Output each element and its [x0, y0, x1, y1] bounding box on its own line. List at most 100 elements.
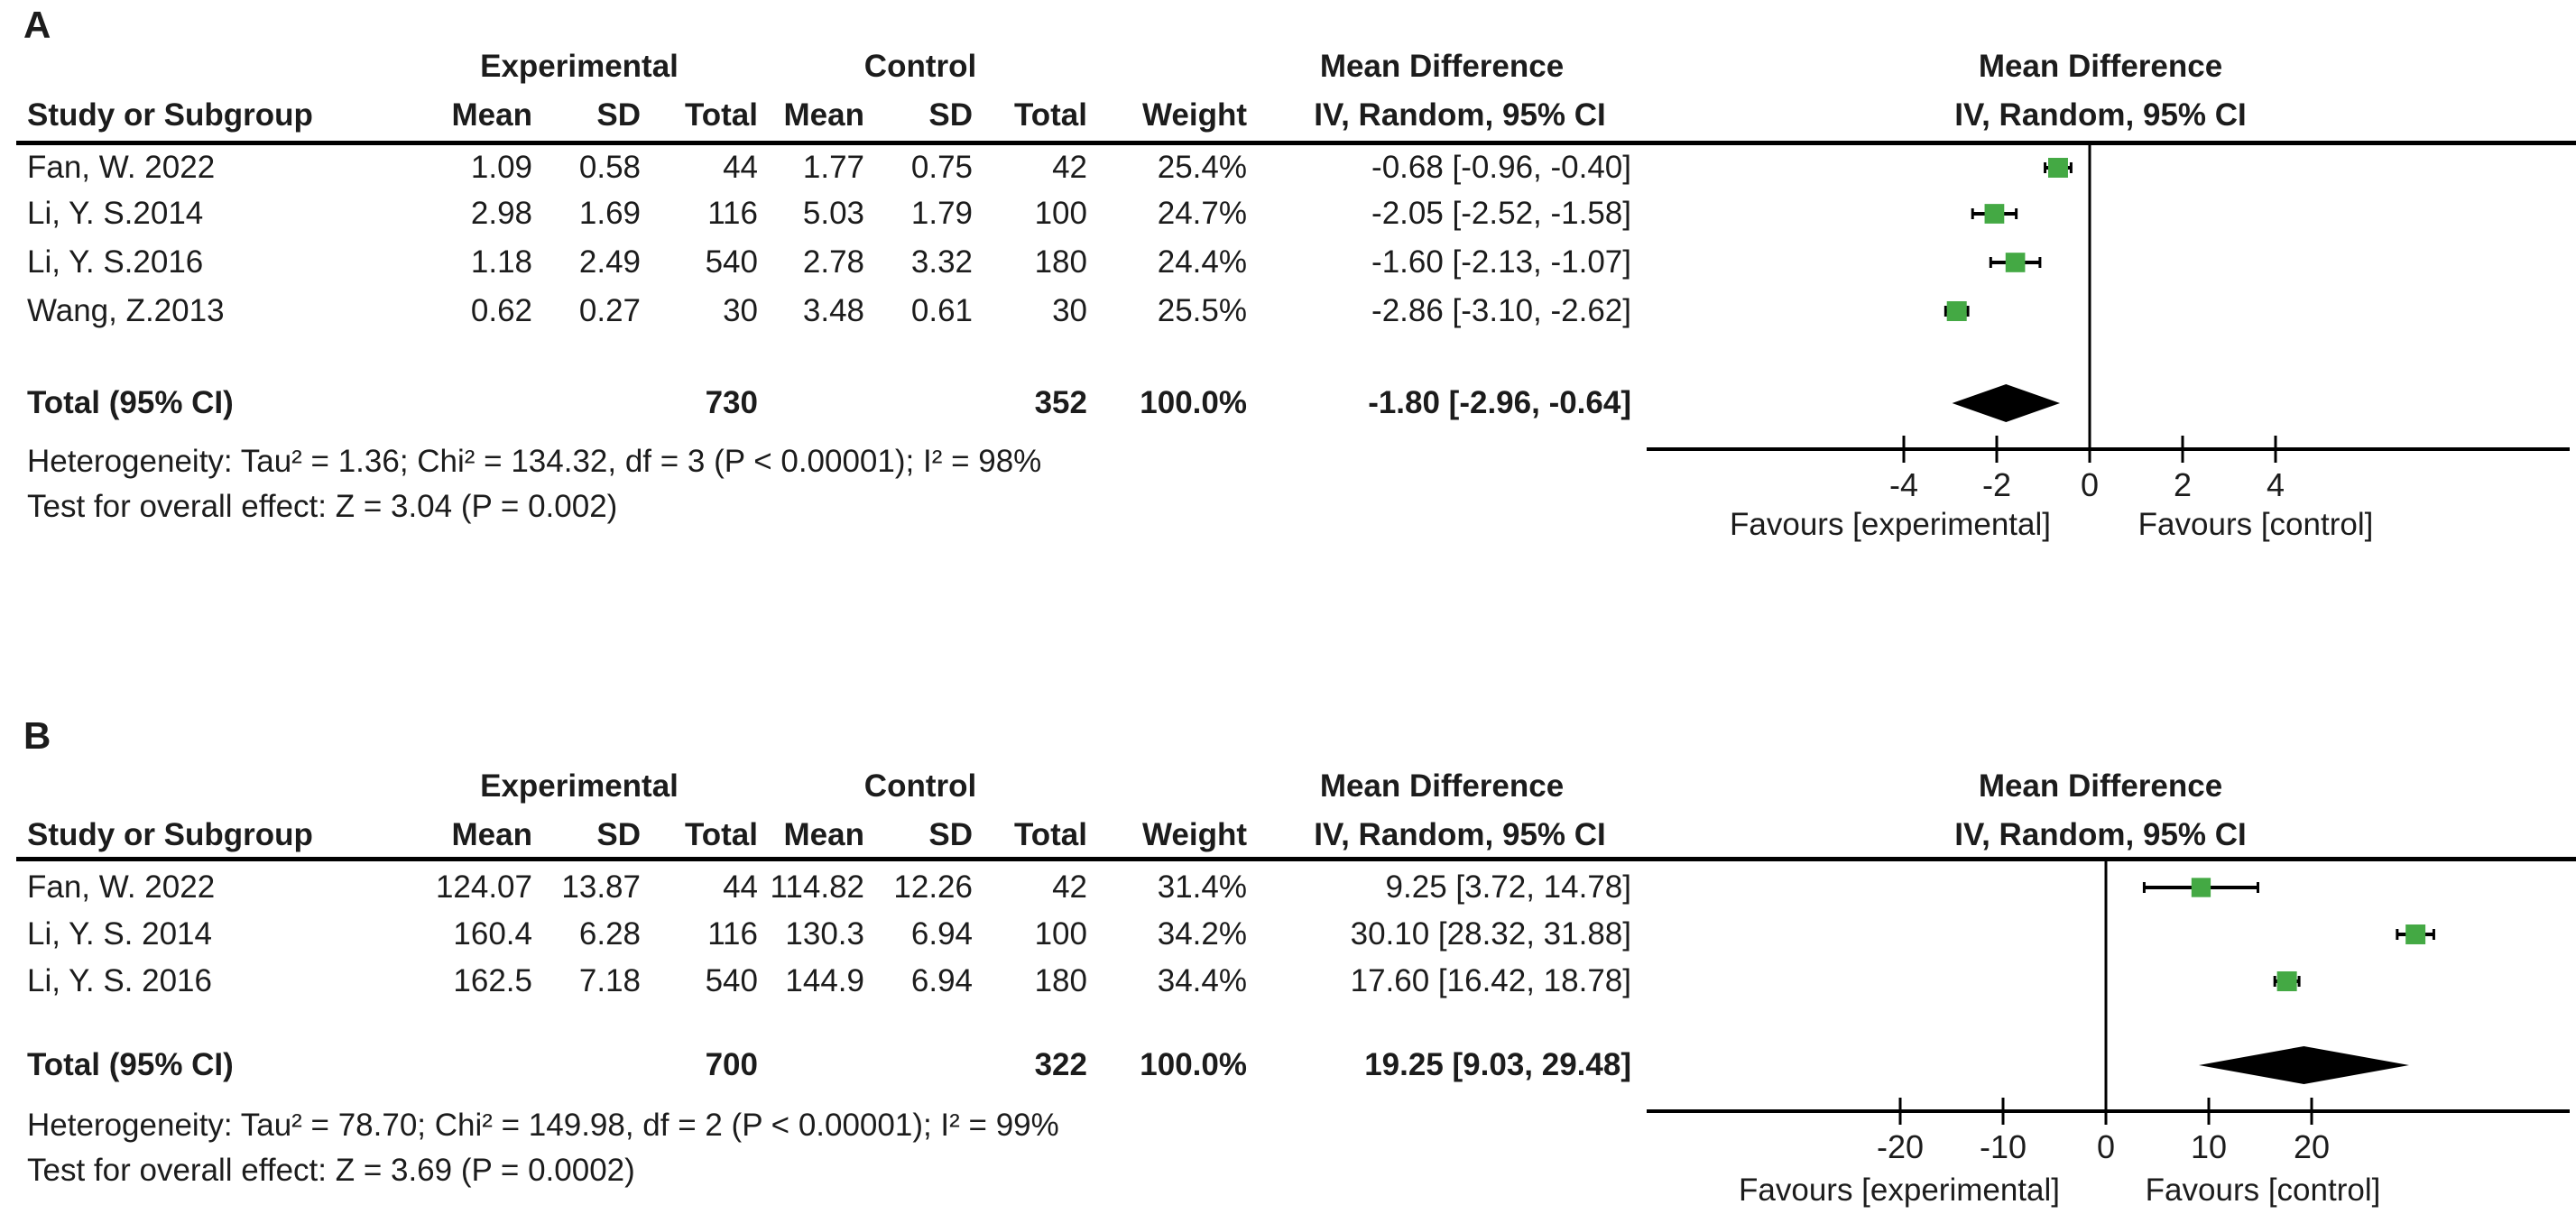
- ctl-total: 100: [1034, 196, 1087, 231]
- total-md-ci-text: 19.25 [9.03, 29.48]: [1364, 1047, 1631, 1082]
- column-header-mean-difference: Mean Difference: [1319, 768, 1565, 804]
- column-header-exp-mean: Mean: [451, 817, 532, 852]
- exp-sd: 13.87: [561, 869, 641, 905]
- ctl-total: 180: [1034, 244, 1087, 280]
- column-header-ctl-sd: SD: [928, 97, 973, 133]
- exp-mean: 2.98: [470, 196, 532, 231]
- panel-b-column-header-row: Study or Subgroup Mean SD Total Mean SD …: [0, 815, 2576, 855]
- axis-tick-label: 0: [2081, 466, 2099, 503]
- favours-control-label: Favours [control]: [2145, 1173, 2381, 1208]
- md-ci-text: 17.60 [16.42, 18.78]: [1350, 963, 1631, 998]
- axis-tick-label: -10: [1980, 1128, 2027, 1165]
- panel-b-label: B: [23, 714, 51, 757]
- axis-tick-label: 2: [2174, 466, 2192, 503]
- exp-total: 30: [723, 293, 758, 328]
- ctl-sd: 0.75: [910, 150, 973, 185]
- exp-sd: 0.58: [578, 150, 641, 185]
- group-header-experimental: Experimental: [480, 768, 679, 804]
- overall-effect-text: Test for overall effect: Z = 3.69 (P = 0…: [27, 1153, 635, 1188]
- total-label: Total (95% CI): [27, 1047, 234, 1082]
- exp-mean: 162.5: [453, 963, 532, 998]
- column-header-ctl-sd: SD: [928, 817, 973, 852]
- ctl-mean: 5.03: [802, 196, 864, 231]
- ctl-sd: 3.32: [910, 244, 973, 280]
- md-ci-text: -2.86 [-3.10, -2.62]: [1371, 293, 1631, 328]
- ctl-mean: 1.77: [802, 150, 864, 185]
- weight: 34.2%: [1157, 916, 1247, 952]
- column-header-study: Study or Subgroup: [27, 817, 313, 852]
- exp-sd: 1.69: [578, 196, 641, 231]
- column-header-exp-sd: SD: [596, 817, 641, 852]
- total-row: Total (95% CI) 730 352 100.0% -1.80 [-2.…: [0, 383, 2576, 423]
- weight: 24.7%: [1157, 196, 1247, 231]
- favours-experimental-label: Favours [experimental]: [1730, 507, 2051, 542]
- plot-header-mean-difference: Mean Difference: [1978, 768, 2223, 804]
- exp-mean: 0.62: [470, 293, 532, 328]
- header-divider: [16, 857, 2576, 861]
- column-header-exp-sd: SD: [596, 97, 641, 133]
- plot-header-iv-ci: IV, Random, 95% CI: [1954, 97, 2247, 133]
- md-ci-text: -2.05 [-2.52, -1.58]: [1371, 196, 1631, 231]
- favours-experimental-label: Favours [experimental]: [1739, 1173, 2060, 1208]
- table-row: Wang, Z.2013 0.62 0.27 30 3.48 0.61 30 2…: [0, 291, 2576, 331]
- weight: 34.4%: [1157, 963, 1247, 998]
- exp-sd: 6.28: [578, 916, 641, 952]
- total-ctl-total: 352: [1034, 385, 1087, 420]
- ctl-mean: 114.82: [770, 869, 864, 905]
- table-row: Li, Y. S. 2016 162.5 7.18 540 144.9 6.94…: [0, 961, 2576, 1001]
- axis-tick-label: 0: [2097, 1128, 2115, 1165]
- study-name: Li, Y. S. 2014: [27, 916, 212, 952]
- column-header-exp-total: Total: [684, 817, 758, 852]
- weight: 31.4%: [1157, 869, 1247, 905]
- exp-total: 116: [707, 196, 758, 231]
- column-header-exp-total: Total: [684, 97, 758, 133]
- total-exp-total: 730: [705, 385, 758, 420]
- axis-tick-label: -2: [1982, 466, 2011, 503]
- column-header-weight: Weight: [1141, 817, 1247, 852]
- ctl-total: 180: [1034, 963, 1087, 998]
- exp-sd: 7.18: [578, 963, 641, 998]
- axis-tick-label: -4: [1889, 466, 1918, 503]
- weight: 24.4%: [1157, 244, 1247, 280]
- study-name: Fan, W. 2022: [27, 150, 216, 185]
- column-header-ctl-total: Total: [1013, 817, 1087, 852]
- study-name: Li, Y. S. 2016: [27, 963, 212, 998]
- exp-total: 44: [723, 150, 758, 185]
- md-ci-text: -1.60 [-2.13, -1.07]: [1371, 244, 1631, 280]
- ctl-mean: 3.48: [802, 293, 864, 328]
- header-divider: [16, 141, 2576, 145]
- md-ci-text: 30.10 [28.32, 31.88]: [1350, 916, 1631, 952]
- exp-total: 116: [707, 916, 758, 952]
- column-header-mean-difference: Mean Difference: [1319, 49, 1565, 84]
- table-row: Fan, W. 2022 124.07 13.87 44 114.82 12.2…: [0, 868, 2576, 907]
- table-row: Li, Y. S.2014 2.98 1.69 116 5.03 1.79 10…: [0, 194, 2576, 234]
- axis-tick-label: 10: [2191, 1128, 2227, 1165]
- panel-a-label: A: [23, 4, 51, 46]
- column-header-ctl-mean: Mean: [783, 97, 864, 133]
- exp-sd: 2.49: [578, 244, 641, 280]
- weight: 25.4%: [1157, 150, 1247, 185]
- study-name: Wang, Z.2013: [27, 293, 225, 328]
- ctl-total: 42: [1052, 150, 1087, 185]
- ctl-mean: 130.3: [785, 916, 864, 952]
- md-ci-text: -0.68 [-0.96, -0.40]: [1371, 150, 1631, 185]
- study-name: Fan, W. 2022: [27, 869, 216, 905]
- column-header-exp-mean: Mean: [451, 97, 532, 133]
- axis-tick-label: 4: [2267, 466, 2285, 503]
- study-name: Li, Y. S.2016: [27, 244, 204, 280]
- ctl-total: 42: [1052, 869, 1087, 905]
- panel-a-group-header-row: Experimental Control Mean Difference Mea…: [0, 47, 2576, 87]
- study-name: Li, Y. S.2014: [27, 196, 204, 231]
- favours-control-label: Favours [control]: [2137, 507, 2374, 542]
- total-weight: 100.0%: [1140, 385, 1247, 420]
- ctl-sd: 6.94: [910, 916, 973, 952]
- column-header-ctl-mean: Mean: [783, 817, 864, 852]
- column-header-study: Study or Subgroup: [27, 97, 313, 133]
- ctl-sd: 0.61: [910, 293, 973, 328]
- total-exp-total: 700: [705, 1047, 758, 1082]
- total-row: Total (95% CI) 700 322 100.0% 19.25 [9.0…: [0, 1045, 2576, 1085]
- column-header-iv-ci: IV, Random, 95% CI: [1314, 817, 1606, 852]
- table-row: Li, Y. S. 2014 160.4 6.28 116 130.3 6.94…: [0, 915, 2576, 954]
- weight: 25.5%: [1157, 293, 1247, 328]
